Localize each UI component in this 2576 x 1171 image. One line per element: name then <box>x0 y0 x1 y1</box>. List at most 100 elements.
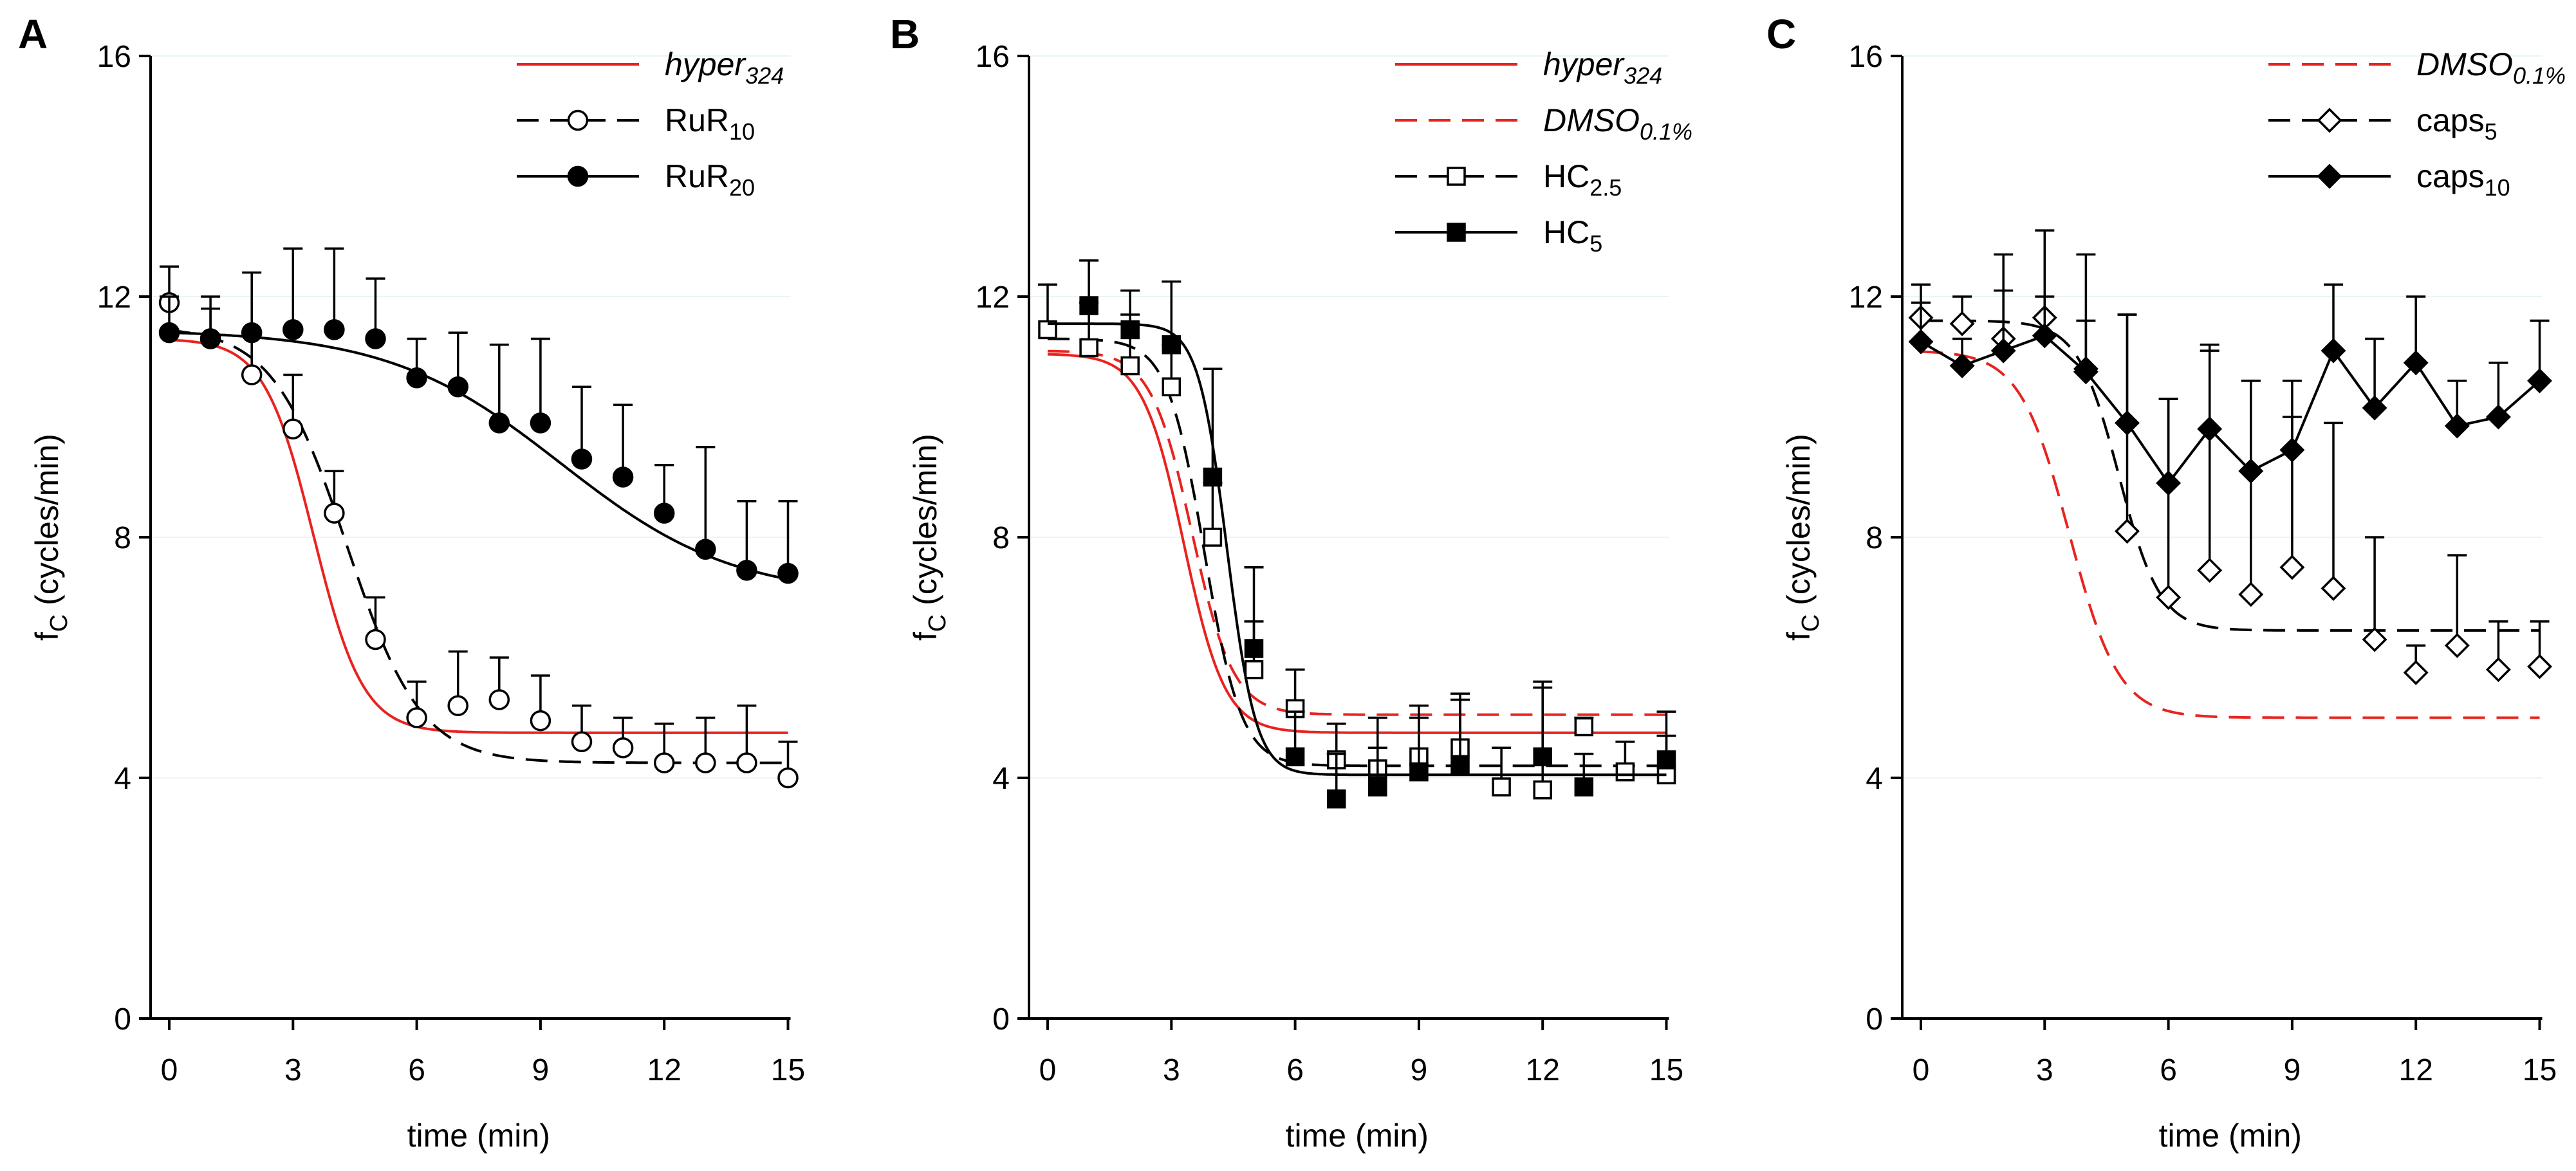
legend-item: HC2.5 <box>1395 158 1622 201</box>
plot-layer: A 0 4 8 12 16 0 3 6 9 12 15 time (min) fC (cycles/min… <box>18 11 2566 1154</box>
legend-marker <box>2317 107 2342 133</box>
data-point <box>1990 338 2016 364</box>
y-axis-title: fC (cycles/min) <box>907 434 951 641</box>
data-point <box>2156 470 2182 496</box>
data-point <box>2279 437 2305 463</box>
data-point <box>1409 762 1429 782</box>
data-point <box>2321 338 2346 364</box>
data-point <box>2238 458 2264 484</box>
data-point <box>324 319 345 340</box>
legend: hyper324 RuR10 RuR20 <box>517 46 784 201</box>
data-point <box>2238 582 2264 607</box>
x-tick-label: 12 <box>2399 1053 2433 1087</box>
x-tick-label: 15 <box>2523 1053 2557 1087</box>
data-point <box>2115 410 2140 436</box>
legend-item: hyper324 <box>1395 46 1662 89</box>
x-tick-label: 15 <box>1649 1053 1683 1087</box>
legend-item: hyper324 <box>517 46 784 89</box>
x-tick-label: 3 <box>284 1053 302 1087</box>
data-point <box>653 503 675 524</box>
legend: hyper324 DMSO0.1% HC2.5 HC5 <box>1395 46 1692 257</box>
data-point <box>2321 576 2346 601</box>
data-point <box>1656 750 1676 770</box>
legend-marker <box>567 165 589 187</box>
x-tick-label: 9 <box>1411 1053 1428 1087</box>
data-point <box>1079 296 1098 315</box>
data-point <box>1908 329 1934 355</box>
y-axis-title: fC (cycles/min) <box>29 434 73 641</box>
legend-marker <box>1447 223 1466 242</box>
data-point <box>283 319 304 340</box>
series-RuR20 <box>158 247 799 584</box>
series-HC5 <box>1048 259 1676 809</box>
data-point <box>488 689 510 710</box>
data-point <box>2527 654 2552 679</box>
series-DMSO0.1% <box>1920 350 2540 719</box>
x-tick-label: 12 <box>647 1053 681 1087</box>
series-caps10 <box>1908 283 2552 496</box>
data-point <box>1450 756 1470 776</box>
data-point <box>406 707 427 728</box>
data-point <box>695 752 716 773</box>
legend-marker <box>567 109 589 131</box>
legend-item: RuR10 <box>517 102 755 145</box>
data-point <box>1285 747 1305 767</box>
x-tick-label: 15 <box>771 1053 805 1087</box>
data-point <box>2115 519 2140 544</box>
x-tick-label: 6 <box>1286 1053 1304 1087</box>
x-tick-label: 6 <box>408 1053 425 1087</box>
panel-A: A 0 4 8 12 16 0 3 6 9 12 15 time (min) fC (cycles/min… <box>18 11 805 1154</box>
data-point <box>406 367 427 389</box>
x-tick-label: 9 <box>2284 1053 2301 1087</box>
data-point <box>1244 659 1264 679</box>
data-point <box>2403 659 2429 685</box>
fit-curve <box>169 338 788 734</box>
data-point <box>1120 356 1140 376</box>
data-point <box>1120 320 1140 340</box>
fit-curve <box>1047 353 1667 734</box>
data-point <box>365 629 386 650</box>
data-point <box>612 737 634 759</box>
y-tick-label: 12 <box>976 281 1010 315</box>
series-RuR10 <box>158 265 799 789</box>
panel-C: C 0 4 8 12 16 0 3 6 9 12 15 time (min) fC (cycles/min… <box>1766 11 2566 1154</box>
x-tick-label: 3 <box>2036 1053 2053 1087</box>
data-point <box>447 376 468 398</box>
x-tick-label: 0 <box>1039 1053 1057 1087</box>
data-point <box>2403 350 2429 376</box>
data-point <box>1615 762 1635 782</box>
data-point <box>2444 632 2470 658</box>
data-point <box>158 322 180 344</box>
data-point <box>695 539 716 560</box>
x-tick-label: 6 <box>2160 1053 2177 1087</box>
data-point <box>1949 311 1975 337</box>
data-point <box>653 752 675 773</box>
legend-marker <box>1447 167 1466 186</box>
x-tick-label: 12 <box>1526 1053 1560 1087</box>
data-point <box>736 560 757 581</box>
y-tick-label: 8 <box>114 521 131 555</box>
fit-curve <box>169 331 788 581</box>
series-hyper324 <box>169 338 788 734</box>
legend-label: HC5 <box>1543 214 1602 257</box>
legend-item: RuR20 <box>517 158 755 201</box>
legend-label: RuR10 <box>665 102 755 145</box>
legend: DMSO0.1% caps5 caps10 <box>2268 46 2566 201</box>
data-point <box>571 448 593 470</box>
data-point <box>2279 555 2305 580</box>
data-point <box>2527 368 2552 394</box>
data-point <box>1079 338 1098 358</box>
fit-curve <box>1921 319 2540 632</box>
data-point <box>199 328 221 349</box>
x-axis-title: time (min) <box>1286 1118 1429 1154</box>
x-tick-label: 9 <box>532 1053 550 1087</box>
data-point <box>488 412 510 434</box>
legend-label: hyper324 <box>1543 46 1662 89</box>
legend-item: HC5 <box>1395 214 1602 257</box>
data-point <box>1574 777 1594 797</box>
fit-curve <box>1048 349 1667 716</box>
y-tick-label: 0 <box>114 1002 131 1037</box>
data-point <box>1949 353 1975 378</box>
data-point <box>2156 585 2182 610</box>
series-line <box>1920 334 2541 486</box>
